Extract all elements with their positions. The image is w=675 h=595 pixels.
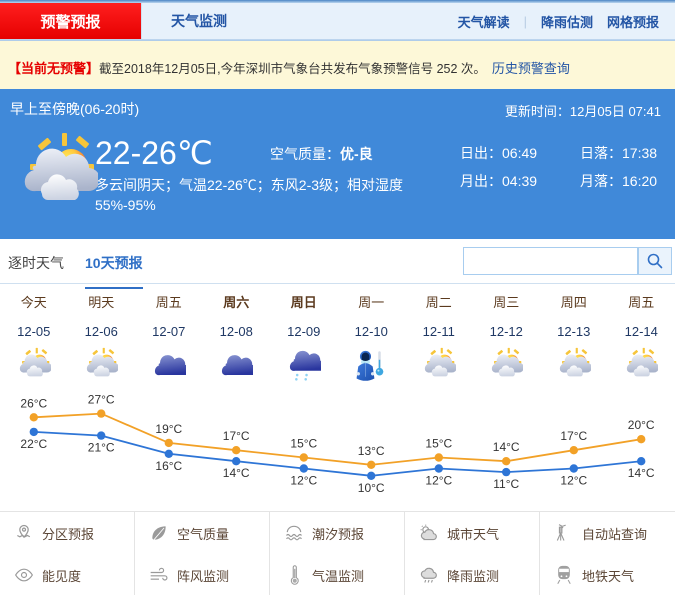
svg-text:14°C: 14°C [628,466,655,480]
svg-text:13°C: 13°C [358,444,385,458]
svg-text:19°C: 19°C [155,422,182,436]
svg-text:15°C: 15°C [425,437,452,451]
svg-text:17°C: 17°C [560,429,587,443]
svg-text:15°C: 15°C [290,437,317,451]
svg-text:22°C: 22°C [20,437,47,451]
svg-text:16°C: 16°C [155,459,182,473]
svg-text:21°C: 21°C [88,441,115,455]
svg-text:14°C: 14°C [493,440,520,454]
svg-text:11°C: 11°C [493,477,519,491]
svg-text:12°C: 12°C [425,474,452,488]
svg-text:26°C: 26°C [20,396,47,410]
svg-text:27°C: 27°C [88,393,115,407]
svg-text:10°C: 10°C [358,481,385,495]
svg-text:12°C: 12°C [290,474,317,488]
svg-text:14°C: 14°C [223,466,250,480]
svg-text:17°C: 17°C [223,429,250,443]
svg-text:20°C: 20°C [628,418,655,432]
svg-text:12°C: 12°C [560,474,587,488]
